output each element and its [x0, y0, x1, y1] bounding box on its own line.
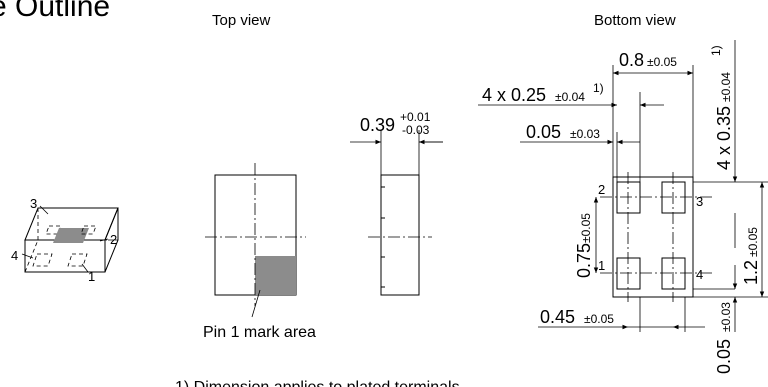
iso-pin-2: 2	[110, 232, 117, 247]
terminal-width-dim: 4 x 0.25	[482, 85, 546, 105]
terminal-width-note: 1)	[593, 81, 604, 95]
thickness-dim: 0.39	[360, 115, 395, 135]
terminal-pin-1	[616, 257, 641, 290]
bottom-pin-2: 2	[598, 182, 605, 197]
thickness-tol-plus: +0.01	[400, 110, 431, 124]
iso-pin-4: 4	[11, 248, 18, 263]
width-dim: 0.8	[619, 50, 644, 70]
terminal-length-note: 1)	[709, 45, 723, 56]
gap-tol: ±0.03	[570, 127, 600, 141]
pin1-mark-area	[255, 256, 296, 295]
bottom-pin-3: 3	[696, 194, 703, 209]
gap-dim: 0.05	[526, 122, 561, 142]
pin1-mark-label: Pin 1 mark area	[203, 324, 316, 341]
length-dim: 1.2	[741, 260, 761, 285]
width-tol: ±0.05	[647, 55, 677, 69]
pitch-v-tol: ±0.05	[579, 213, 593, 243]
footnote: 1) Dimension applies to plated terminals	[175, 379, 460, 387]
top-view-label: Top view	[212, 12, 271, 29]
bottom-view: 2 3 1 4 0.8 ±0.05 4 x 0.25 ±0.04 1) 0.05…	[478, 40, 768, 374]
bottom-pin-1: 1	[598, 258, 605, 273]
terminal-length-tol: ±0.04	[719, 72, 733, 102]
pitch-h-tol: ±0.05	[584, 312, 614, 326]
edge-tol: ±0.03	[719, 302, 733, 332]
terminal-pin-3	[661, 181, 686, 214]
terminal-length-dim: 4 x 0.35	[714, 106, 734, 170]
length-tol: ±0.05	[746, 227, 760, 257]
terminal-pin-2	[616, 181, 641, 214]
iso-pin-1: 1	[88, 269, 95, 284]
section-title: e Outline	[0, 0, 110, 23]
side-view: 0.39 +0.01 -0.03	[350, 110, 443, 296]
pitch-v-dim: 0.75	[574, 243, 594, 278]
bottom-pin-4: 4	[696, 267, 703, 282]
pitch-h-dim: 0.45	[540, 307, 575, 327]
edge-dim: 0.05	[714, 339, 734, 374]
bottom-view-label: Bottom view	[594, 12, 676, 29]
isometric-view: 3 2 4 1	[11, 196, 119, 284]
pin1-mark-iso	[53, 228, 89, 243]
terminal-width-tol: ±0.04	[555, 90, 585, 104]
top-view: Pin 1 mark area	[203, 163, 316, 341]
terminal-pin-4	[661, 257, 686, 290]
thickness-tol-minus: -0.03	[402, 123, 430, 137]
iso-pin-3: 3	[30, 196, 37, 211]
